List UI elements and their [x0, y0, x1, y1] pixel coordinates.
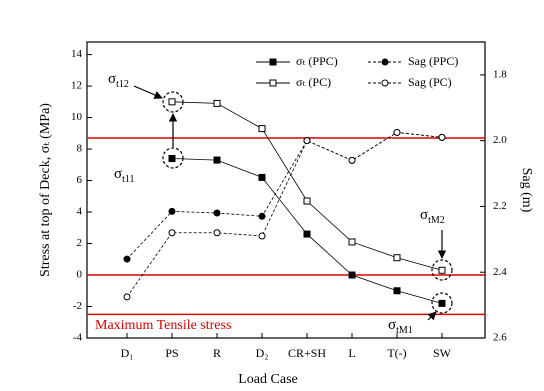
- legend-label: σₜ (PC): [296, 75, 331, 89]
- point: [168, 207, 176, 215]
- y-tick-label: 4: [77, 206, 83, 218]
- point: [303, 230, 311, 238]
- plot-frame: [86, 41, 486, 339]
- legend-marker: [269, 58, 277, 66]
- annotation-symbol: σ: [108, 71, 116, 87]
- arrows: [133, 85, 447, 321]
- point: [258, 125, 266, 133]
- annotation-subscript: t12: [116, 79, 129, 90]
- point: [213, 156, 221, 164]
- annotation: σt11: [114, 166, 135, 185]
- x-tick-label: CR+SH: [288, 346, 326, 360]
- point: [348, 238, 356, 246]
- annotation-subscript: tM2: [428, 215, 445, 226]
- y-tick-label: 0: [77, 269, 83, 281]
- annotation-subscript: tM1: [396, 325, 413, 336]
- point: [393, 287, 401, 295]
- x-tick-label: L: [348, 346, 355, 360]
- point: [213, 229, 221, 237]
- x-axis-label: Load Case: [238, 372, 297, 387]
- annotation: σtM2: [420, 207, 445, 226]
- y2-tick-label: 2.6: [493, 332, 507, 344]
- x-tick-label: D₁: [121, 346, 134, 360]
- legend-label: Sag (PPC): [408, 54, 458, 68]
- y-tick-label: 14: [71, 48, 83, 60]
- point: [213, 209, 221, 217]
- point: [303, 137, 311, 145]
- annotation: σt12: [108, 71, 129, 90]
- x-tick-label: PS: [165, 346, 178, 360]
- annotation-subscript: t11: [122, 174, 134, 185]
- series-line: [126, 132, 443, 260]
- y-tick-label: 10: [71, 111, 83, 123]
- series-line: [126, 132, 443, 298]
- annotation-symbol: σ: [114, 166, 122, 182]
- plot-layer: -4 -2 0 2 4 6 8 10 12 14 1.8 2.0 2.2 2.4 2.6 D₁ PS R D₂ CR+…: [71, 48, 507, 360]
- point: [168, 229, 176, 237]
- point: [348, 156, 356, 164]
- y-tick-label: -2: [73, 300, 82, 312]
- annotation: Maximum Tensile stress: [95, 318, 231, 333]
- point: [213, 99, 221, 107]
- point: [438, 299, 446, 307]
- annotation-symbol: σ: [388, 317, 396, 333]
- point: [438, 266, 446, 274]
- x-tick-label: R: [213, 346, 221, 360]
- legend-marker: [381, 79, 389, 87]
- point: [348, 271, 356, 279]
- x-tick-label: D₂: [256, 346, 269, 360]
- point: [258, 212, 266, 220]
- x-tick-label: T(-): [387, 346, 406, 360]
- annotation: σtM1: [388, 317, 413, 336]
- point: [168, 155, 176, 163]
- y-axis-label: Stress at top of Deck, σₜ (MPa): [38, 103, 53, 277]
- point: [438, 133, 446, 141]
- y2-tick-label: 2.2: [493, 200, 507, 212]
- y-tick-label: -4: [73, 332, 83, 344]
- legend-label: σₜ (PPC): [296, 54, 338, 68]
- point: [258, 173, 266, 181]
- point: [393, 128, 401, 136]
- y2-tick-label: 2.4: [493, 266, 507, 278]
- y2-tick-label: 2.0: [493, 134, 507, 146]
- y-tick-label: 6: [77, 174, 83, 186]
- y2-tick-label: 1.8: [493, 68, 507, 80]
- legend-marker: [381, 58, 389, 66]
- series-line: [171, 101, 443, 271]
- annotation-symbol: σ: [420, 207, 428, 223]
- y-tick-label: 12: [71, 80, 82, 92]
- point: [123, 255, 131, 263]
- point: [303, 197, 311, 205]
- legend-marker: [269, 79, 277, 87]
- y2-axis-label: Sag (m): [519, 168, 534, 213]
- point: [168, 98, 176, 106]
- point: [258, 232, 266, 240]
- y-tick-label: 8: [77, 143, 83, 155]
- highlight-circles: [162, 91, 453, 314]
- legend-label: Sag (PC): [408, 75, 452, 89]
- y-tick-label: 2: [77, 237, 83, 249]
- x-tick-label: SW: [433, 346, 452, 360]
- point: [393, 254, 401, 262]
- point: [123, 293, 131, 301]
